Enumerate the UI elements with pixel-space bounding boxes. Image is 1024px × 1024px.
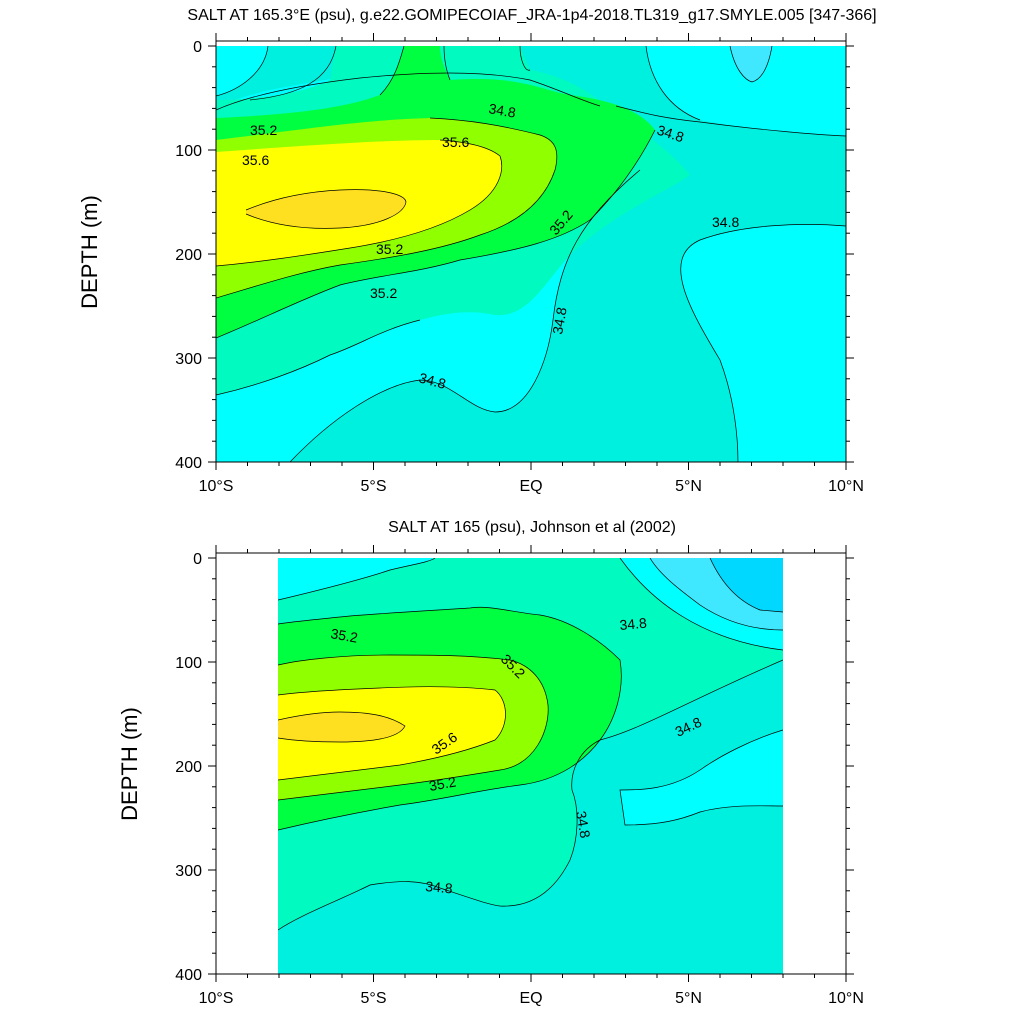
top-fill-34.8	[216, 46, 846, 462]
bottom-xtick-label: EQ	[519, 990, 542, 1007]
top-ytick-label: 100	[175, 143, 202, 160]
bottom-ytick-label: 100	[175, 655, 202, 672]
top-ytick-label: 0	[193, 39, 202, 56]
top-xtick-label: EQ	[519, 478, 542, 495]
top-ytick-label: 300	[175, 351, 202, 368]
bottom-label-8: 34.8	[425, 878, 454, 896]
bottom-xtick-label: 10°S	[199, 990, 234, 1007]
top-contour-fills	[216, 46, 846, 462]
top-xtick-label: 10°S	[199, 478, 234, 495]
top-ytick-label: 400	[175, 455, 202, 472]
bottom-fill-35.8	[278, 712, 405, 742]
top-fill-34.4	[730, 46, 772, 82]
bottom-ytick-label: 0	[193, 551, 202, 568]
bottom-label-1: 35.2	[329, 625, 359, 646]
bottom-contour-fills	[278, 558, 783, 974]
top-xtick-label: 10°N	[828, 478, 864, 495]
bottom-label-7: 34.8	[573, 810, 594, 840]
bottom-xtick-label: 10°N	[828, 990, 864, 1007]
bottom-panel-title: SALT AT 165 (psu), Johnson et al (2002)	[388, 519, 676, 536]
bottom-label-5: 34.8	[619, 615, 648, 633]
top-panel-title: SALT AT 165.3°E (psu), g.e22.GOMIPECOIAF…	[187, 7, 876, 24]
bottom-ytick-label: 200	[175, 759, 202, 776]
bottom-axes: DEPTH (m)	[117, 545, 854, 982]
top-label-2: 35.6	[242, 152, 269, 168]
top-label-11: 34.8	[417, 369, 448, 392]
bottom-fill-34.6	[620, 730, 783, 825]
bottom-label-4: 35.2	[428, 773, 458, 794]
bottom-ylabel: DEPTH (m)	[117, 707, 142, 821]
top-label-4: 35.2	[376, 241, 403, 257]
bottom-xtick-label: 5°N	[675, 990, 702, 1007]
top-label-10: 34.8	[549, 306, 570, 336]
bottom-fill-34.2	[710, 558, 783, 612]
top-xtick-label: 5°N	[675, 478, 702, 495]
bottom-ytick-label: 300	[175, 863, 202, 880]
bottom-ytick-label: 400	[175, 967, 202, 984]
bottom-contour-lines	[278, 558, 783, 931]
top-label-6: 34.8	[487, 100, 517, 121]
top-ylabel: DEPTH (m)	[77, 195, 102, 309]
top-fill-35.8	[246, 189, 406, 229]
top-xtick-label: 5°S	[361, 478, 387, 495]
top-label-1: 35.2	[250, 122, 277, 138]
bottom-fill-34.8b	[278, 660, 783, 974]
top-label-5: 35.2	[370, 285, 397, 301]
top-label-9: 34.8	[712, 214, 739, 230]
top-ytick-label: 200	[175, 247, 202, 264]
top-label-3: 35.6	[442, 134, 469, 150]
bottom-xtick-label: 5°S	[361, 990, 387, 1007]
top-contour-lines	[216, 46, 846, 462]
top-axes: DEPTH (m)	[77, 33, 854, 470]
